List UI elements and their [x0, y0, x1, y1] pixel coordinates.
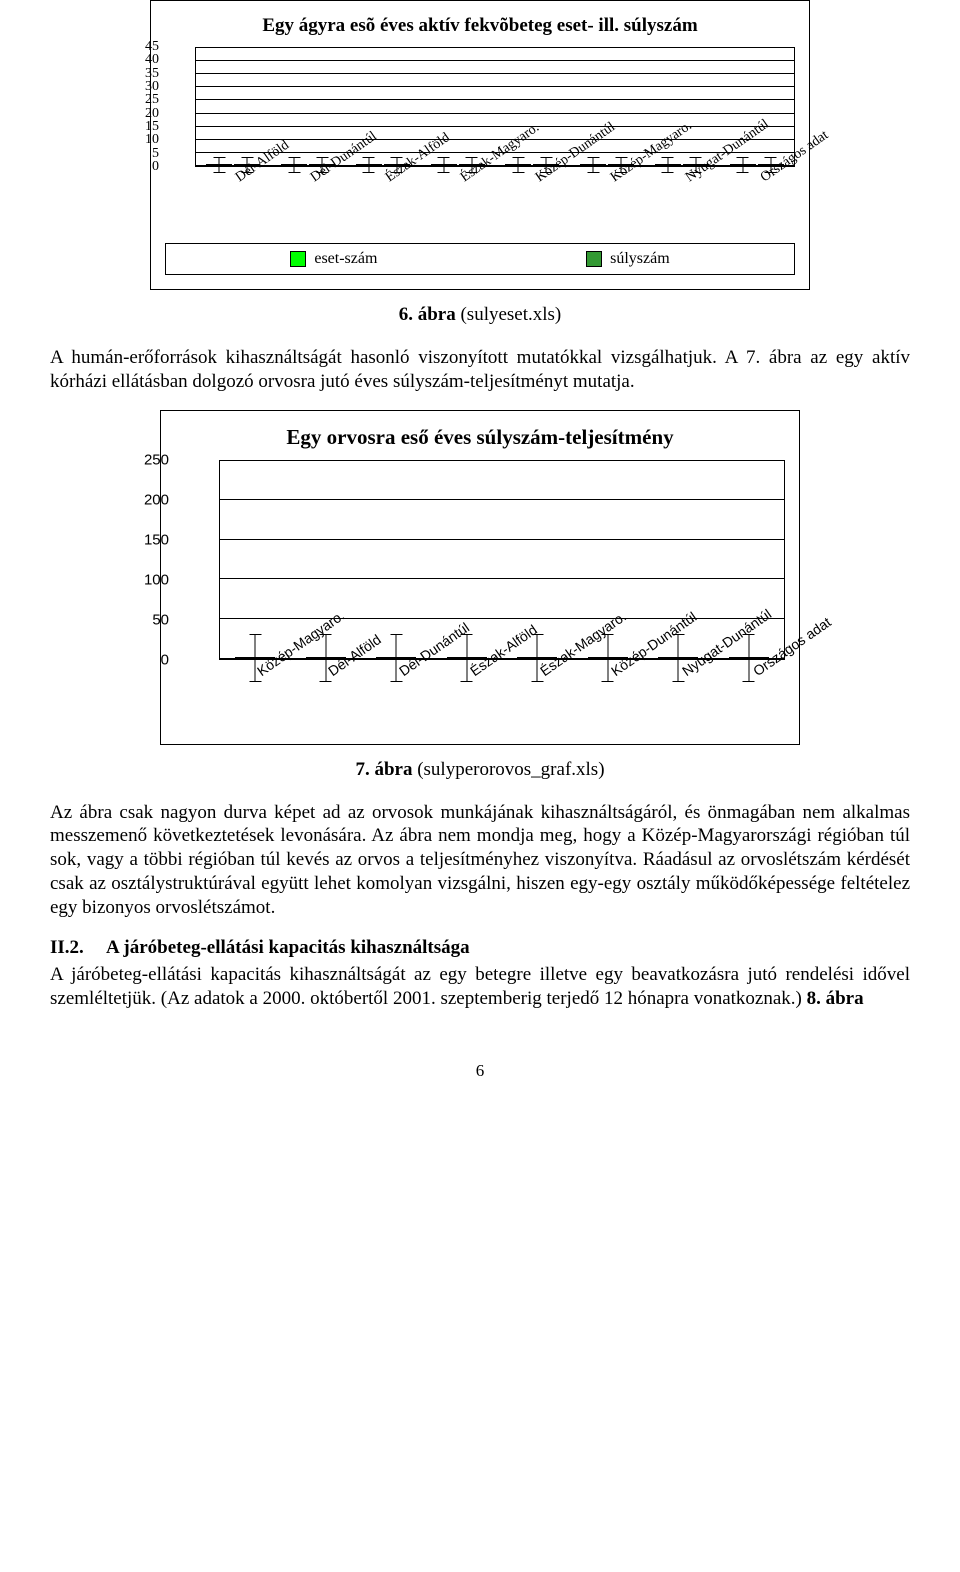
paragraph-2: Az ábra csak nagyon durva képet ad az or…	[50, 801, 910, 920]
ytick: 10	[145, 133, 159, 147]
bar	[505, 164, 531, 166]
bar	[655, 164, 681, 166]
paragraph-1: A humán-erőforrások kihasználtságát haso…	[50, 346, 910, 394]
ytick: 5	[152, 147, 159, 161]
bar	[356, 164, 382, 166]
ytick: 150	[144, 532, 169, 547]
ytick: 0	[161, 652, 169, 667]
ytick: 30	[145, 80, 159, 94]
chart6-title: Egy ágyra esõ éves aktív fekvõbeteg eset…	[165, 15, 795, 37]
chart7-yaxis: 050100150200250	[175, 460, 219, 660]
ytick: 250	[144, 452, 169, 467]
ytick: 25	[145, 93, 159, 107]
ytick: 35	[145, 67, 159, 81]
bar	[206, 164, 232, 166]
paragraph-3: A járóbeteg-ellátási kapacitás kihasznál…	[50, 963, 910, 1011]
chart6-caption: 6. ábra (sulyeset.xls)	[50, 304, 910, 326]
chart6-yaxis: 051015202530354045	[165, 47, 195, 167]
chart7-caption: 7. ábra (sulyperorovos_graf.xls)	[50, 759, 910, 781]
ytick: 40	[145, 53, 159, 67]
chart6-frame: Egy ágyra esõ éves aktív fekvõbeteg eset…	[150, 0, 810, 290]
chart6-legend: eset-szám súlyszám	[165, 243, 795, 275]
section-heading: II.2.A járóbeteg-ellátási kapacitás kiha…	[50, 937, 910, 959]
bar	[281, 164, 307, 166]
chart7-frame: Egy orvosra eső éves súlyszám-teljesítmé…	[160, 410, 800, 745]
ytick: 20	[145, 107, 159, 121]
chart7-xaxis: Közép-Magyaro.Dél-AlföldDél-DunántúlÉsza…	[219, 660, 785, 730]
bar	[431, 164, 457, 166]
ytick: 0	[152, 160, 159, 174]
bar	[580, 164, 606, 166]
chart7-title: Egy orvosra eső éves súlyszám-teljesítmé…	[175, 425, 785, 450]
bar	[730, 164, 756, 166]
legend-item-esetszam: eset-szám	[290, 250, 377, 268]
ytick: 45	[145, 40, 159, 54]
ytick: 200	[144, 492, 169, 507]
ytick: 15	[145, 120, 159, 134]
legend-item-sulyszam: súlyszám	[586, 250, 670, 268]
chart6-xaxis: Dél-AlföldDél-DunántúlÉszak-AlföldÉszak-…	[195, 167, 795, 237]
page-number: 6	[50, 1061, 910, 1081]
ytick: 100	[144, 572, 169, 587]
ytick: 50	[152, 612, 169, 627]
